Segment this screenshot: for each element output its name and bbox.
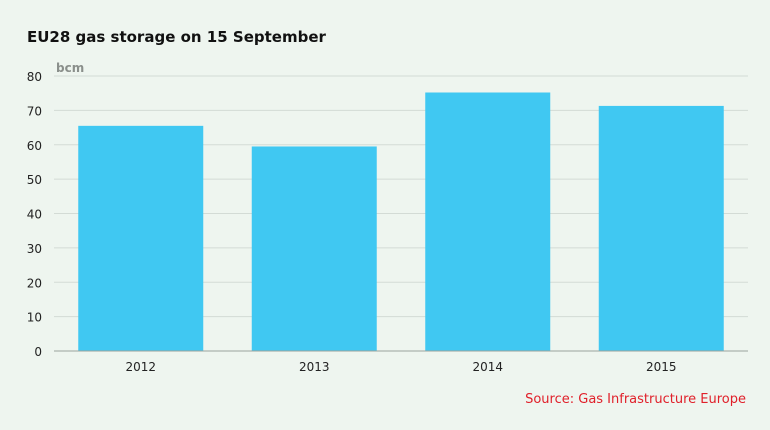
y-tick-label: 80	[27, 70, 42, 84]
bar-2012	[78, 125, 204, 351]
chart-title: EU28 gas storage on 15 September	[27, 28, 326, 46]
bar-2015	[598, 105, 724, 351]
x-tick-label: 2013	[299, 360, 330, 374]
x-tick-label: 2014	[472, 360, 503, 374]
y-tick-label: 0	[34, 345, 42, 359]
y-tick-label: 20	[27, 276, 42, 290]
bar-2013	[251, 146, 377, 351]
y-unit-label: bcm	[56, 61, 84, 75]
x-tick-label: 2012	[125, 360, 156, 374]
y-tick-label: 40	[27, 208, 42, 222]
bar-2014	[425, 92, 551, 351]
y-tick-label: 70	[27, 104, 42, 118]
source-note: Source: Gas Infrastructure Europe	[525, 392, 746, 407]
x-tick-label: 2015	[646, 360, 677, 374]
y-tick-label: 10	[27, 311, 42, 325]
y-tick-label: 50	[27, 173, 42, 187]
y-tick-label: 30	[27, 242, 42, 256]
y-tick-label: 60	[27, 139, 42, 153]
